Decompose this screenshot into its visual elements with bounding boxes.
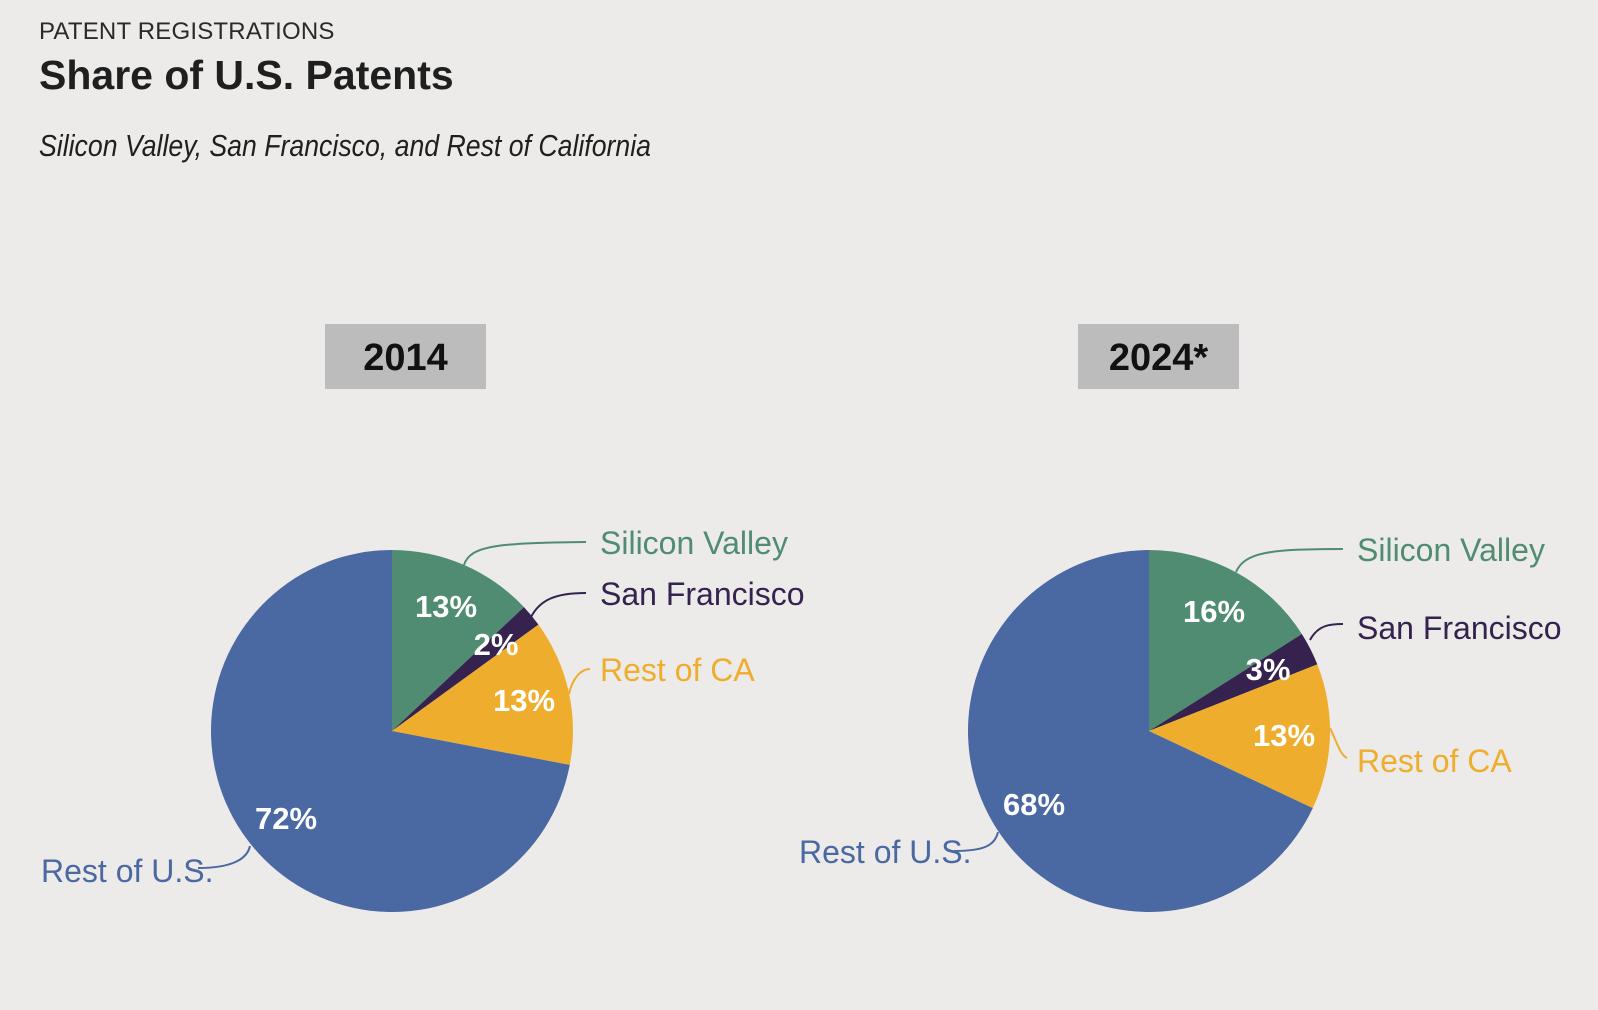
chart-kicker: PATENT REGISTRATIONS: [39, 18, 335, 45]
pie-2014-title-box: [325, 324, 486, 389]
pie-2024-category-label-rest-of-ca: Rest of CA: [1357, 743, 1512, 779]
chart-subtitle: Silicon Valley, San Francisco, and Rest …: [39, 128, 651, 163]
pie-2024-title: 2024*: [1109, 337, 1209, 379]
pie-2024-title-box: [1078, 324, 1239, 389]
pie-2024-leader-san-francisco: [1309, 623, 1344, 641]
pie-2014-leader-rest-of-u-s: [197, 845, 251, 869]
chart-title: Share of U.S. Patents: [39, 52, 454, 98]
pie-2024-slice-rest-of-u-s: [967, 550, 1313, 912]
pie-2024-leader-rest-of-u-s: [953, 831, 999, 852]
pie-2014-data-label-rest-of-u-s: 72%: [255, 801, 317, 836]
pie-2014-data-label-rest-of-ca: 13%: [493, 683, 555, 718]
pie-2014-leader-san-francisco: [530, 592, 587, 618]
pie-2024-data-label-rest-of-u-s: 68%: [1003, 787, 1065, 822]
pie-2024-data-label-rest-of-ca: 13%: [1253, 718, 1315, 753]
pie-2014-data-label-silicon-valley: 13%: [415, 589, 477, 624]
pie-2014-leader-rest-of-ca: [568, 668, 591, 695]
pie-2014-leader-silicon-valley: [463, 541, 587, 566]
pie-2024-data-label-silicon-valley: 16%: [1183, 594, 1245, 629]
pie-2024-leader-silicon-valley: [1235, 548, 1344, 573]
pie-2014-category-label-rest-of-ca: Rest of CA: [600, 652, 755, 688]
pie-2014-category-label-silicon-valley: Silicon Valley: [600, 525, 788, 561]
pie-2014-data-label-san-francisco: 2%: [474, 627, 519, 662]
pie-2024-category-label-san-francisco: San Francisco: [1357, 610, 1562, 646]
pie-2024-category-label-silicon-valley: Silicon Valley: [1357, 532, 1545, 568]
pie-2014-category-label-san-francisco: San Francisco: [600, 576, 805, 612]
pie-2014-slice-rest-of-u-s: [210, 550, 570, 912]
pie-2024-slice-rest-of-ca: [1149, 664, 1330, 809]
pie-2014-slice-silicon-valley: [392, 550, 524, 731]
pie-2024-slice-silicon-valley: [1149, 550, 1302, 731]
pie-2014-slice-san-francisco: [392, 607, 539, 731]
pie-2024-category-label-rest-of-u-s: Rest of U.S.: [799, 834, 972, 870]
pie-2014-slice-rest-of-ca: [392, 624, 573, 765]
pie-2024-leader-rest-of-ca: [1329, 727, 1348, 759]
pie-2014-category-label-rest-of-u-s: Rest of U.S.: [41, 853, 214, 889]
pie-2014-title: 2014: [363, 337, 448, 379]
pie-2024-data-label-san-francisco: 3%: [1246, 652, 1291, 687]
pie-2024-slice-san-francisco: [1149, 634, 1318, 731]
